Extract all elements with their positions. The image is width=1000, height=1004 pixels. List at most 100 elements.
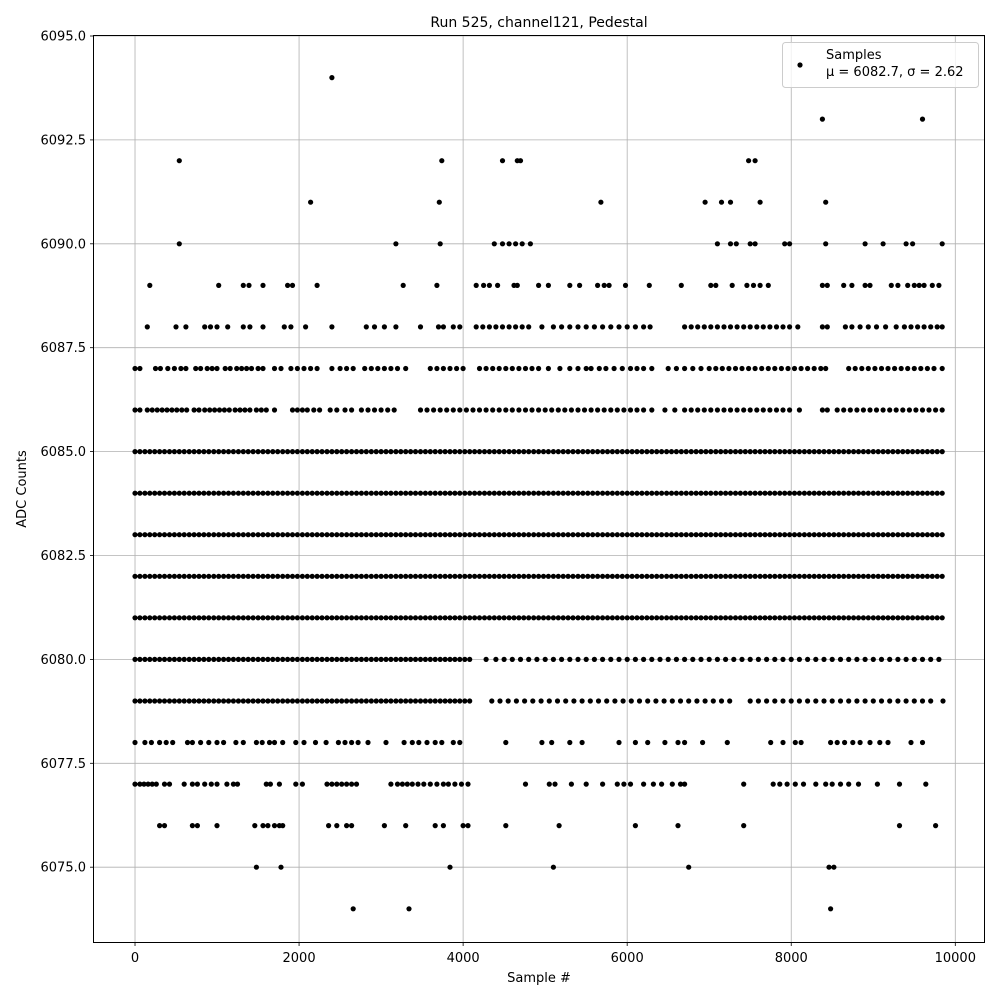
data-point: [939, 365, 945, 372]
data-point: [132, 532, 138, 538]
data-point: [787, 407, 793, 413]
data-point: [791, 365, 798, 372]
data-point: [796, 490, 803, 496]
data-point: [796, 698, 803, 704]
data-point: [824, 282, 830, 288]
data-point: [142, 532, 148, 538]
data-point: [678, 282, 684, 288]
data-point: [472, 490, 478, 496]
data-point: [516, 407, 522, 413]
data-point: [293, 781, 299, 787]
data-point: [665, 365, 671, 372]
data-point: [624, 573, 630, 579]
data-point: [142, 698, 148, 704]
data-point: [846, 490, 852, 496]
data-point: [590, 573, 596, 579]
data-point: [688, 490, 694, 496]
data-point: [641, 324, 647, 330]
data-point: [664, 449, 670, 455]
data-point: [639, 449, 645, 455]
data-point: [334, 823, 340, 829]
data-point: [503, 407, 509, 413]
data-point: [334, 656, 340, 663]
data-point: [181, 490, 187, 496]
data-point: [271, 407, 278, 413]
data-point: [916, 282, 922, 288]
data-point: [381, 324, 387, 330]
data-point: [147, 573, 153, 579]
data-point: [497, 698, 503, 704]
data-point: [206, 449, 212, 455]
data-point: [394, 365, 401, 372]
data-point: [721, 407, 727, 413]
data-point: [247, 324, 253, 330]
data-point: [132, 656, 138, 663]
data-point: [880, 573, 886, 579]
data-point: [245, 698, 251, 704]
data-point: [708, 532, 714, 538]
data-point: [260, 823, 266, 829]
data-point: [560, 573, 566, 579]
data-point: [627, 781, 634, 787]
data-point: [401, 739, 407, 746]
data-point: [308, 365, 314, 372]
data-point: [289, 449, 296, 455]
data-point: [294, 615, 300, 621]
data-point: [393, 532, 399, 538]
data-point: [422, 490, 428, 496]
data-point: [536, 449, 542, 455]
data-point: [742, 532, 748, 538]
data-point: [619, 449, 625, 455]
data-point: [595, 532, 601, 538]
data-point: [887, 698, 893, 704]
data-point: [595, 615, 601, 621]
data-point: [600, 532, 606, 538]
data-point: [214, 781, 220, 787]
data-point: [885, 490, 891, 496]
data-point: [641, 407, 647, 413]
data-point: [157, 365, 163, 372]
data-point: [299, 615, 305, 621]
data-point: [373, 698, 379, 704]
data-point: [737, 615, 744, 621]
data-point: [885, 739, 891, 746]
data-point: [189, 739, 195, 746]
data-point: [240, 698, 246, 704]
data-point: [412, 490, 419, 496]
data-point: [216, 615, 222, 621]
data-point: [919, 739, 926, 746]
data-point: [154, 407, 160, 413]
data-point: [588, 365, 594, 372]
data-point: [391, 407, 397, 413]
data-point: [501, 490, 507, 496]
data-point: [309, 698, 315, 704]
data-point: [683, 532, 689, 538]
data-point: [862, 241, 868, 247]
data-point: [580, 449, 586, 455]
data-point: [378, 615, 384, 621]
data-point: [152, 449, 158, 455]
data-point: [694, 698, 700, 704]
data-point: [442, 532, 448, 538]
data-point: [275, 615, 281, 621]
data-point: [173, 324, 179, 330]
data-point: [450, 407, 456, 413]
data-point: [266, 739, 273, 746]
data-point: [595, 282, 601, 288]
data-point: [896, 823, 903, 829]
data-point: [567, 324, 573, 330]
data-point: [921, 282, 927, 288]
data-point: [565, 615, 571, 621]
data-point: [777, 490, 783, 496]
data-point: [234, 365, 240, 372]
data-point: [550, 490, 557, 496]
data-point: [513, 324, 519, 330]
data-point: [216, 698, 222, 704]
data-point: [324, 573, 330, 579]
data-point: [757, 532, 763, 538]
data-point: [713, 449, 719, 455]
data-point: [304, 490, 310, 496]
data-point: [255, 449, 261, 455]
data-point: [841, 490, 847, 496]
data-point: [841, 407, 847, 413]
